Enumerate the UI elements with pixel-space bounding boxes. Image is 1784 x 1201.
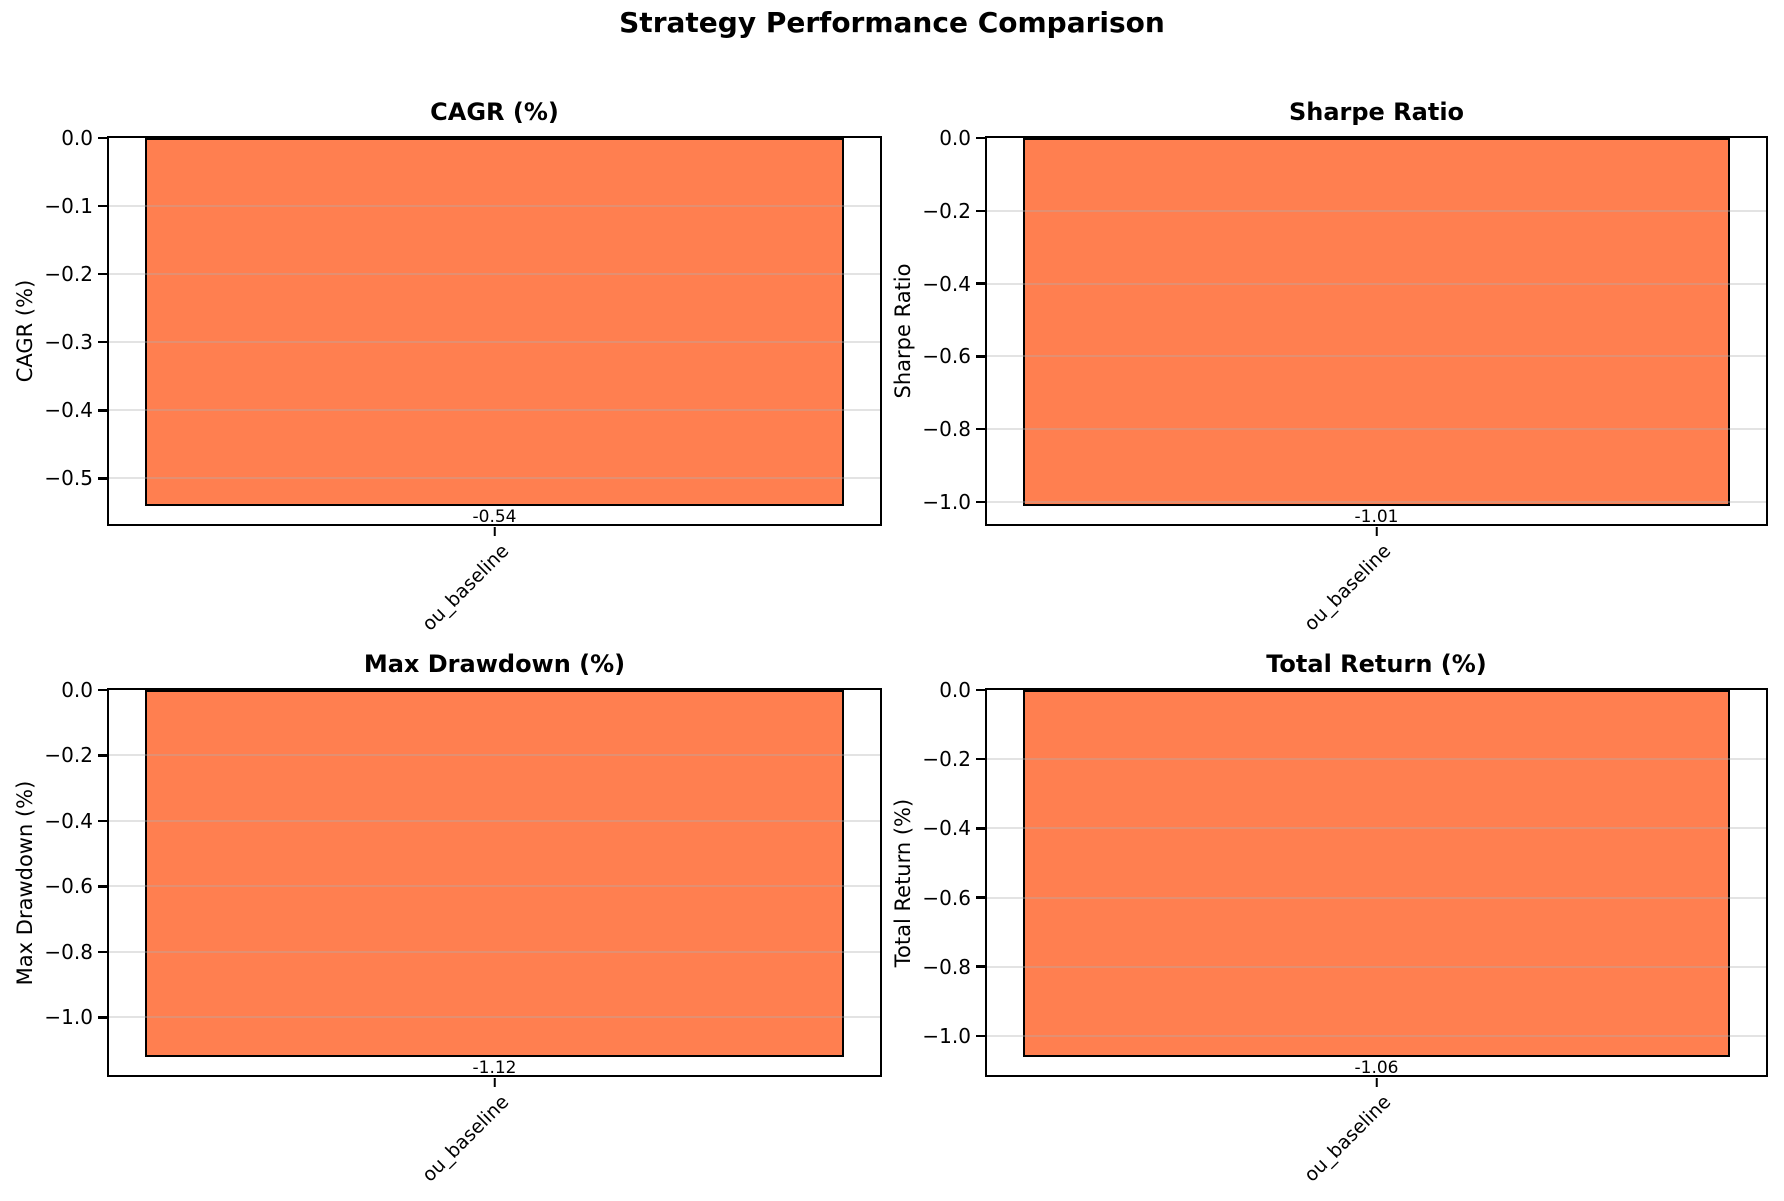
y-tick-label: −0.4 bbox=[44, 808, 93, 833]
x-tick-label: ou_baseline bbox=[417, 540, 514, 636]
y-tick-label: −0.4 bbox=[922, 271, 971, 296]
y-tick-mark bbox=[97, 819, 107, 823]
y-tick-label: −0.8 bbox=[44, 939, 93, 964]
y-tick-label: −0.8 bbox=[922, 417, 971, 442]
y-tick-mark bbox=[97, 754, 107, 757]
x-tick-label: ou_baseline bbox=[417, 1091, 514, 1187]
bar bbox=[1023, 690, 1730, 1057]
y-tick-label: −0.6 bbox=[922, 344, 971, 369]
y-tick-label: −0.2 bbox=[922, 747, 971, 772]
y-tick-label: −0.4 bbox=[922, 816, 971, 841]
bar-value-label: -0.54 bbox=[472, 506, 517, 527]
y-tick-mark bbox=[975, 896, 985, 899]
y-tick-mark bbox=[97, 1016, 107, 1019]
y-tick-label: −0.2 bbox=[44, 743, 93, 768]
x-tick-mark bbox=[493, 1077, 496, 1087]
x-tick-label: ou_baseline bbox=[1299, 1091, 1396, 1187]
subplot-title: Max Drawdown (%) bbox=[363, 650, 626, 678]
subplot-title: Sharpe Ratio bbox=[1288, 98, 1465, 126]
y-tick-mark bbox=[97, 409, 107, 412]
y-tick-label: 0.0 bbox=[939, 678, 971, 702]
y-tick-label: −0.1 bbox=[44, 194, 93, 219]
x-tick-label: ou_baseline bbox=[1299, 540, 1396, 636]
y-tick-mark bbox=[97, 136, 107, 140]
y-axis-label: Total Return (%) bbox=[891, 798, 915, 967]
bar-value-label: -1.12 bbox=[472, 1057, 517, 1078]
y-tick-label: −0.2 bbox=[44, 262, 93, 287]
y-tick-mark bbox=[97, 688, 107, 692]
axes-sharpe-ratio: 0.0 −0.2 −0.4 −0.6 −0.8 −1.0 -1.01 ou_baseline bbox=[922, 126, 1768, 635]
y-tick-mark bbox=[975, 355, 985, 358]
y-tick-label: 0.0 bbox=[939, 126, 971, 150]
y-tick-mark bbox=[97, 272, 107, 276]
y-tick-label: 0.0 bbox=[61, 126, 93, 150]
x-tick-mark bbox=[493, 526, 496, 536]
x-tick-mark bbox=[1375, 526, 1378, 536]
y-tick-mark bbox=[97, 204, 107, 208]
y-axis-label: CAGR (%) bbox=[13, 279, 37, 383]
axes-cagr: 0.0 −0.1 −0.2 −0.3 −0.4 −0.5 -0.54 ou_baseline bbox=[44, 126, 882, 635]
y-tick-label: −1.0 bbox=[922, 489, 971, 514]
y-tick-mark bbox=[97, 885, 107, 888]
y-tick-label: −0.8 bbox=[922, 954, 971, 979]
y-tick-label: −1.0 bbox=[44, 1005, 93, 1030]
bar bbox=[144, 138, 845, 506]
y-axis-label: Sharpe Ratio bbox=[891, 263, 915, 399]
subplot-cagr: CAGR (%) CAGR (%) 0.0 −0.1 −0.2 −0.3 −0.4 −0.… bbox=[13, 98, 882, 635]
y-tick-mark bbox=[97, 340, 107, 344]
y-tick-label: −0.6 bbox=[44, 874, 93, 899]
subplot-sharpe-ratio: Sharpe Ratio Sharpe Ratio 0.0 −0.2 −0.4 −0.… bbox=[891, 98, 1768, 635]
y-tick-label: −0.3 bbox=[44, 330, 93, 355]
y-tick-label: −0.6 bbox=[922, 885, 971, 910]
y-tick-mark bbox=[975, 688, 985, 692]
figure-suptitle: Strategy Performance Comparison bbox=[619, 6, 1165, 39]
y-tick-label: −0.4 bbox=[44, 398, 93, 423]
bar-value-label: -1.01 bbox=[1354, 506, 1399, 527]
y-tick-mark bbox=[97, 477, 107, 480]
axes-max-drawdown: 0.0 −0.2 −0.4 −0.6 −0.8 −1.0 -1.12 ou_baseline bbox=[44, 678, 882, 1186]
y-tick-mark bbox=[97, 950, 107, 954]
y-tick-label: −0.5 bbox=[44, 466, 93, 491]
y-tick-mark bbox=[975, 500, 985, 504]
x-tick-mark bbox=[1375, 1077, 1378, 1087]
y-tick-label: 0.0 bbox=[61, 678, 93, 702]
y-tick-mark bbox=[975, 757, 985, 761]
subplot-title: CAGR (%) bbox=[430, 98, 559, 126]
bar-value-label: -1.06 bbox=[1354, 1057, 1399, 1078]
y-tick-mark bbox=[975, 1034, 985, 1038]
y-tick-label: −0.2 bbox=[922, 198, 971, 223]
y-tick-mark bbox=[975, 282, 985, 285]
y-tick-mark bbox=[975, 136, 985, 140]
y-tick-mark bbox=[975, 965, 985, 968]
y-tick-mark bbox=[975, 427, 985, 431]
subplot-total-return: Total Return (%) Total Return (%) 0.0 −0.… bbox=[891, 650, 1768, 1186]
y-tick-label: −1.0 bbox=[922, 1023, 971, 1048]
bar bbox=[144, 690, 845, 1057]
subplot-max-drawdown: Max Drawdown (%) Max Drawdown (%) 0.0 −0.… bbox=[13, 650, 882, 1186]
y-axis-label: Max Drawdown (%) bbox=[13, 780, 37, 985]
axes-total-return: 0.0 −0.2 −0.4 −0.6 −0.8 −1.0 -1.06 ou_baseline bbox=[922, 678, 1768, 1186]
y-tick-mark bbox=[975, 827, 985, 830]
y-tick-mark bbox=[975, 209, 985, 213]
subplot-title: Total Return (%) bbox=[1266, 650, 1487, 678]
bar bbox=[1023, 138, 1730, 506]
